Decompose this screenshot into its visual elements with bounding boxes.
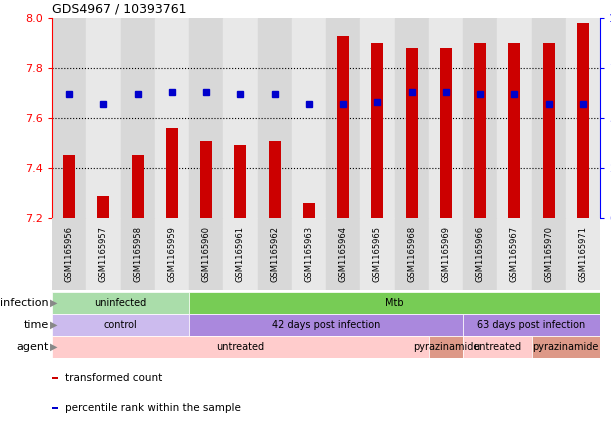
Text: untreated: untreated (473, 342, 521, 352)
Bar (463, 314, 600, 336)
Text: ▶: ▶ (50, 320, 57, 330)
Bar (86, 18, 120, 218)
Text: GSM1165966: GSM1165966 (475, 226, 485, 282)
Bar (86, 218, 120, 290)
Bar (291, 218, 326, 290)
Bar (63, 156, 75, 218)
Bar (155, 218, 189, 290)
Text: GSM1165961: GSM1165961 (236, 226, 245, 282)
Bar (429, 18, 463, 218)
Text: GSM1165957: GSM1165957 (99, 226, 108, 282)
Text: Mtb: Mtb (385, 298, 404, 308)
Bar (52, 18, 86, 218)
Text: GSM1165965: GSM1165965 (373, 226, 382, 282)
Bar (360, 18, 395, 218)
Bar (532, 336, 600, 358)
Text: GSM1165962: GSM1165962 (270, 226, 279, 282)
Text: GSM1165963: GSM1165963 (304, 226, 313, 282)
Bar (532, 218, 566, 290)
Bar (326, 18, 360, 218)
Text: GSM1165971: GSM1165971 (579, 226, 587, 282)
Text: time: time (24, 320, 49, 330)
Bar (543, 43, 555, 218)
Bar (97, 195, 109, 218)
Bar (474, 43, 486, 218)
Text: GSM1165969: GSM1165969 (441, 226, 450, 282)
Text: GSM1165964: GSM1165964 (338, 226, 348, 282)
Text: pyrazinamide: pyrazinamide (412, 342, 479, 352)
Bar (360, 218, 395, 290)
Text: GSM1165970: GSM1165970 (544, 226, 553, 282)
Bar (326, 218, 360, 290)
Bar (189, 18, 223, 218)
Text: GSM1165956: GSM1165956 (65, 226, 73, 282)
Text: agent: agent (16, 342, 49, 352)
Bar (429, 218, 463, 290)
Bar (200, 140, 212, 218)
Text: GSM1165967: GSM1165967 (510, 226, 519, 282)
Text: infection: infection (1, 298, 49, 308)
Bar (463, 336, 532, 358)
Text: ▶: ▶ (50, 342, 57, 352)
Bar (131, 156, 144, 218)
Bar (440, 48, 452, 218)
Bar (189, 292, 600, 314)
Bar (532, 18, 566, 218)
Bar (189, 314, 463, 336)
Bar (497, 18, 532, 218)
Bar (223, 18, 257, 218)
Bar (291, 18, 326, 218)
Text: GSM1165968: GSM1165968 (407, 226, 416, 282)
Bar (235, 146, 246, 218)
Bar (566, 18, 600, 218)
Bar (337, 36, 349, 218)
Text: GSM1165958: GSM1165958 (133, 226, 142, 282)
Text: GDS4967 / 10393761: GDS4967 / 10393761 (52, 3, 186, 16)
Text: untreated: untreated (216, 342, 265, 352)
Bar (52, 218, 86, 290)
Bar (429, 336, 463, 358)
Bar (463, 218, 497, 290)
Bar (223, 218, 257, 290)
Bar (52, 314, 189, 336)
Text: percentile rank within the sample: percentile rank within the sample (65, 403, 241, 413)
Text: ▶: ▶ (50, 298, 57, 308)
Text: 63 days post infection: 63 days post infection (477, 320, 585, 330)
Bar (52, 407, 58, 409)
Bar (189, 218, 223, 290)
Bar (257, 218, 291, 290)
Text: uninfected: uninfected (94, 298, 147, 308)
Text: transformed count: transformed count (65, 373, 163, 383)
Bar (166, 128, 178, 218)
Bar (52, 292, 189, 314)
Text: GSM1165960: GSM1165960 (202, 226, 211, 282)
Bar (120, 218, 155, 290)
Bar (303, 203, 315, 218)
Bar (395, 218, 429, 290)
Text: GSM1165959: GSM1165959 (167, 226, 177, 282)
Bar (406, 48, 418, 218)
Bar (566, 218, 600, 290)
Bar (269, 140, 280, 218)
Bar (155, 18, 189, 218)
Bar (120, 18, 155, 218)
Bar (257, 18, 291, 218)
Text: pyrazinamide: pyrazinamide (533, 342, 599, 352)
Bar (463, 18, 497, 218)
Bar (52, 336, 429, 358)
Bar (577, 23, 589, 218)
Bar (52, 377, 58, 379)
Bar (371, 43, 383, 218)
Bar (395, 18, 429, 218)
Bar (508, 43, 521, 218)
Bar (497, 218, 532, 290)
Text: 42 days post infection: 42 days post infection (272, 320, 380, 330)
Text: control: control (104, 320, 137, 330)
